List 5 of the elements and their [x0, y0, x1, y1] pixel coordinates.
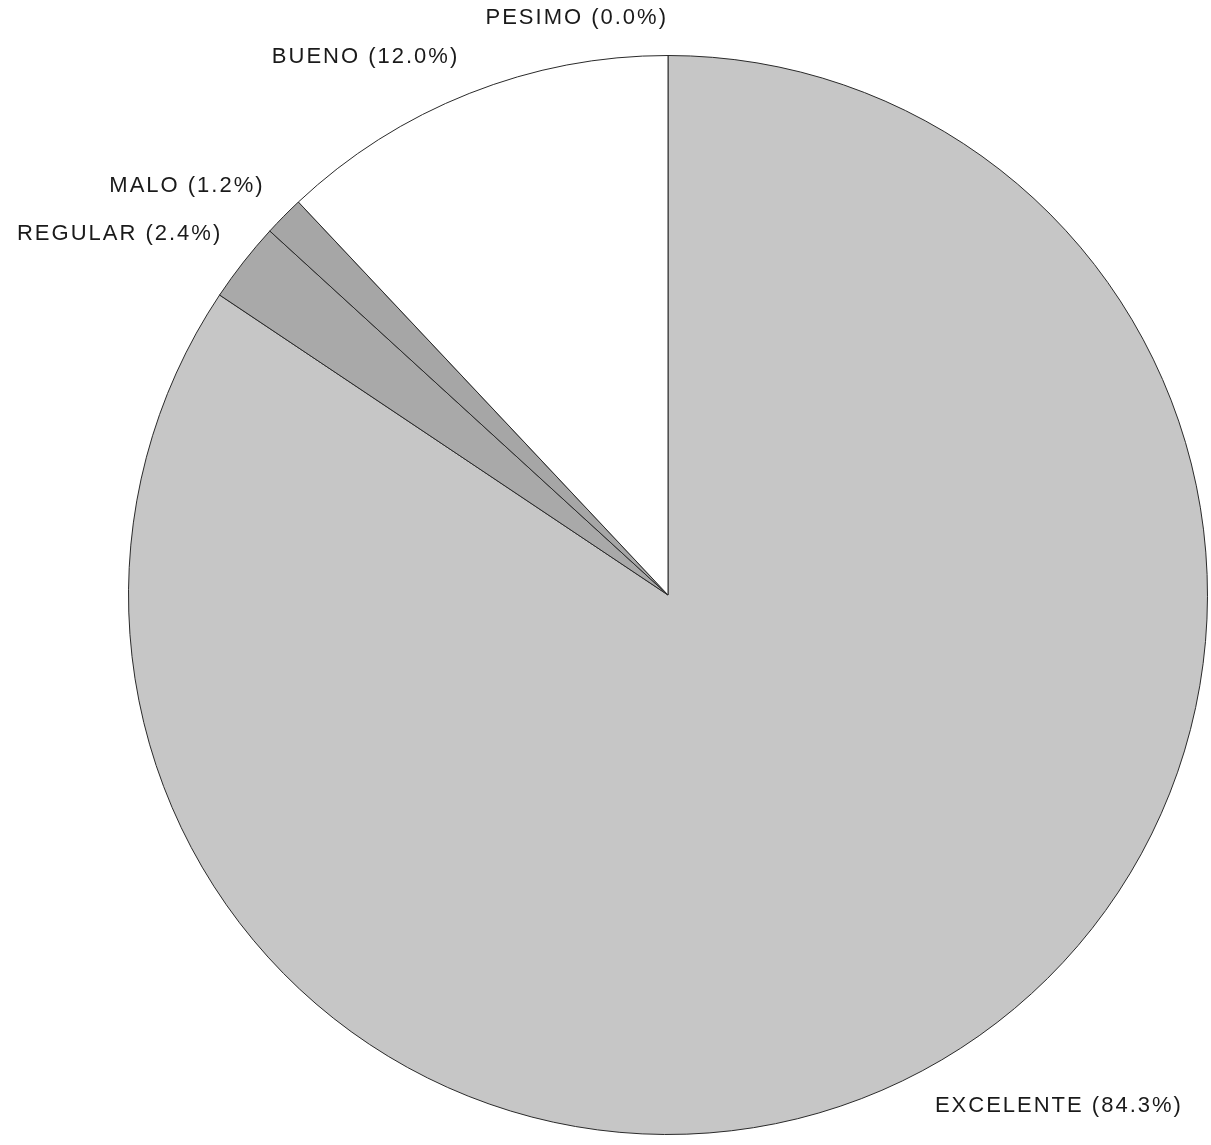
- slice-label: REGULAR (2.4%): [16, 220, 223, 246]
- slice-label: BUENO (12.0%): [271, 43, 460, 69]
- slice-label: EXCELENTE (84.3%): [934, 1091, 1183, 1117]
- slice-label: MALO (1.2%): [109, 172, 265, 198]
- category-label: PESIMO (0.0%): [485, 3, 668, 29]
